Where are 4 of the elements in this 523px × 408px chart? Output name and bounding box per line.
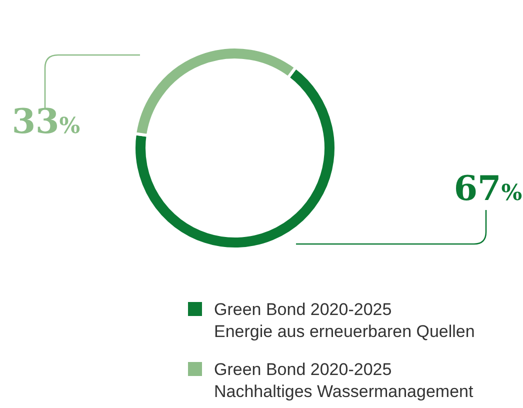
data-label: 33% <box>12 102 80 142</box>
legend-label: Green Bond 2020-2025 Energie aus erneuerbaren Quellen <box>214 300 475 341</box>
legend-label: Green Bond 2020-2025 Nachhaltiges Wassermanagement <box>214 360 474 401</box>
data-label: 67% <box>454 169 522 209</box>
